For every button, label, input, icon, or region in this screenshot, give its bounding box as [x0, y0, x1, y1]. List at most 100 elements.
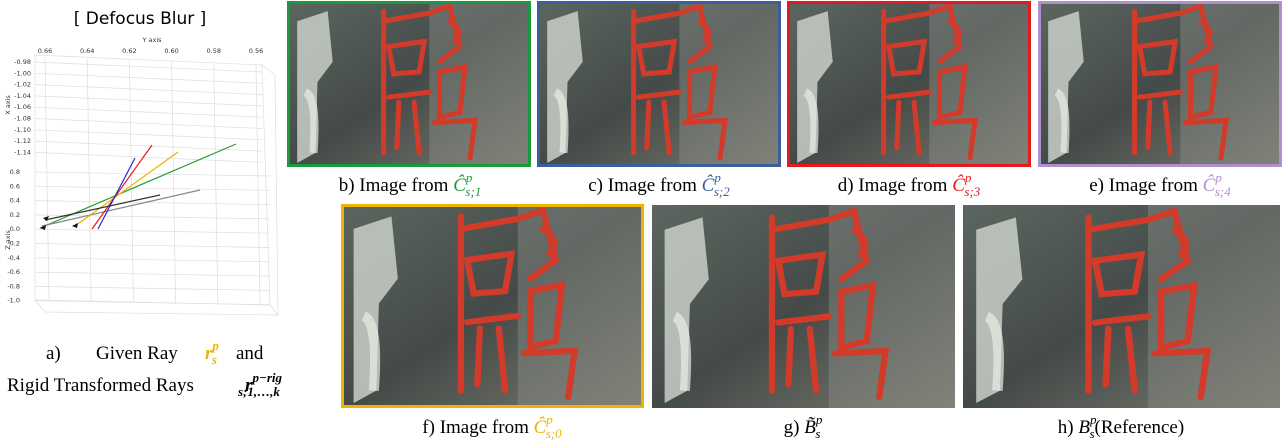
tick-label: -1.08	[14, 115, 31, 123]
plot-title: [ Defocus Blur ]	[74, 9, 207, 29]
panel-border	[787, 1, 1031, 167]
caption-prefix: b) Image from	[339, 175, 453, 196]
panel: d) Image from Ĉp s;3	[787, 1, 1031, 199]
tick-label: 0.56	[249, 47, 263, 55]
panel: h) Bp s(Reference)	[963, 205, 1280, 441]
caption: b) Image from Ĉp s;1	[339, 170, 482, 199]
math-sub: s;1,…,k	[237, 384, 280, 399]
image	[787, 1, 1031, 167]
image	[537, 1, 781, 167]
math-sub: s	[815, 426, 820, 441]
ray-symbol: rp s	[205, 338, 219, 367]
math-sup: p	[465, 170, 473, 185]
image	[287, 1, 531, 167]
grid-line	[34, 257, 271, 263]
rays	[39, 143, 237, 230]
panel-border	[537, 1, 781, 167]
grid	[34, 54, 279, 317]
math-base: r	[205, 343, 213, 364]
tick-label: 0.2	[10, 211, 20, 219]
caption-prefix: f) Image from	[422, 417, 533, 438]
math-sub: s;0	[546, 426, 562, 441]
grid-line	[34, 228, 271, 234]
math-sup: p	[964, 170, 972, 185]
math-base: B̃	[804, 417, 816, 438]
math-sub: s;1	[465, 184, 481, 199]
math-sup: p−rig	[251, 370, 282, 385]
math-sub: s	[211, 352, 217, 367]
caption-label: a)	[46, 343, 61, 364]
panel: c) Image from Ĉp s;2	[537, 1, 781, 199]
math-base: B	[1078, 417, 1090, 438]
panel-border	[1038, 1, 1282, 167]
caption-prefix: g)	[784, 417, 805, 438]
grid-line	[34, 84, 263, 95]
math-sub: s;3	[964, 184, 980, 199]
tick-label: -1.06	[14, 103, 31, 111]
math-sup: p	[815, 412, 823, 427]
grid-line	[34, 118, 263, 129]
grid-line	[34, 200, 271, 205]
grid-line	[44, 56, 50, 301]
math-base: Ĉ	[453, 174, 466, 196]
tick-label: -1.14	[14, 148, 31, 156]
tick-label: -1.04	[14, 92, 31, 100]
panel: e) Image from Ĉp s;4	[1038, 1, 1282, 199]
image	[652, 205, 955, 408]
tick-label: -1.0	[7, 297, 20, 305]
math-base: Ĉ	[952, 174, 965, 196]
tick-label: 0.0	[10, 225, 20, 233]
caption-prefix: h)	[1058, 417, 1079, 438]
caption-text: Given Ray	[96, 343, 178, 364]
grid-line	[34, 129, 263, 141]
caption-prefix: d) Image from	[838, 175, 952, 196]
caption: e) Image from Ĉp s;4	[1089, 170, 1231, 199]
grid-line	[34, 214, 271, 220]
caption-prefix: e) Image from	[1089, 175, 1202, 196]
grid-line	[34, 72, 263, 84]
axis-label: Z axis	[4, 230, 12, 250]
panel: f) Image from Ĉp s;0	[341, 204, 644, 441]
caption: h) Bp s(Reference)	[1058, 412, 1184, 441]
panel: b) Image from Ĉp s;1	[287, 1, 531, 199]
math-sup: p	[545, 412, 553, 427]
math-sup: p	[1214, 170, 1222, 185]
grid-line	[86, 58, 92, 302]
grid-line	[34, 171, 271, 177]
caption: d) Image from Ĉp s;3	[838, 170, 981, 199]
tick-label: -1.12	[14, 137, 31, 145]
grid-line	[129, 60, 134, 303]
tick-label: 0.66	[38, 47, 52, 55]
grid-line	[34, 106, 263, 118]
panel-border	[287, 1, 531, 167]
tick-label: -0.98	[14, 58, 31, 66]
math-sup: p	[211, 338, 219, 353]
tick-label: 0.4	[10, 197, 20, 205]
plot: [ Defocus Blur ] Y axis X axis Z axis 0.…	[4, 9, 279, 317]
image	[341, 204, 644, 408]
grid-line	[34, 243, 271, 248]
caption-suffix: (Reference)	[1095, 417, 1185, 438]
tick-label: -0.2	[7, 240, 20, 248]
caption-prefix: c) Image from	[588, 175, 701, 196]
tick-label: 0.60	[164, 47, 178, 55]
grid-line	[34, 286, 271, 291]
grid-line	[213, 64, 219, 305]
caption: g) B̃p s	[784, 412, 823, 441]
rays-symbol: rp−rig s;1,…,k	[237, 370, 282, 399]
image	[1038, 1, 1282, 167]
tick-label: -0.8	[7, 282, 20, 290]
tick-label: 0.58	[207, 47, 221, 55]
math-sub: s;2	[714, 184, 730, 199]
axis-label: Y axis	[141, 36, 162, 44]
tick-label: 0.6	[10, 182, 20, 190]
grid-line	[34, 185, 271, 191]
math-sub: s;4	[1215, 184, 1231, 199]
math-base: Ĉ	[1203, 174, 1216, 196]
tick-label: -1.00	[14, 69, 31, 77]
grid-line	[34, 152, 263, 163]
grid-line	[34, 95, 263, 107]
tick-label: -0.6	[7, 268, 20, 276]
grid-line	[34, 300, 271, 306]
